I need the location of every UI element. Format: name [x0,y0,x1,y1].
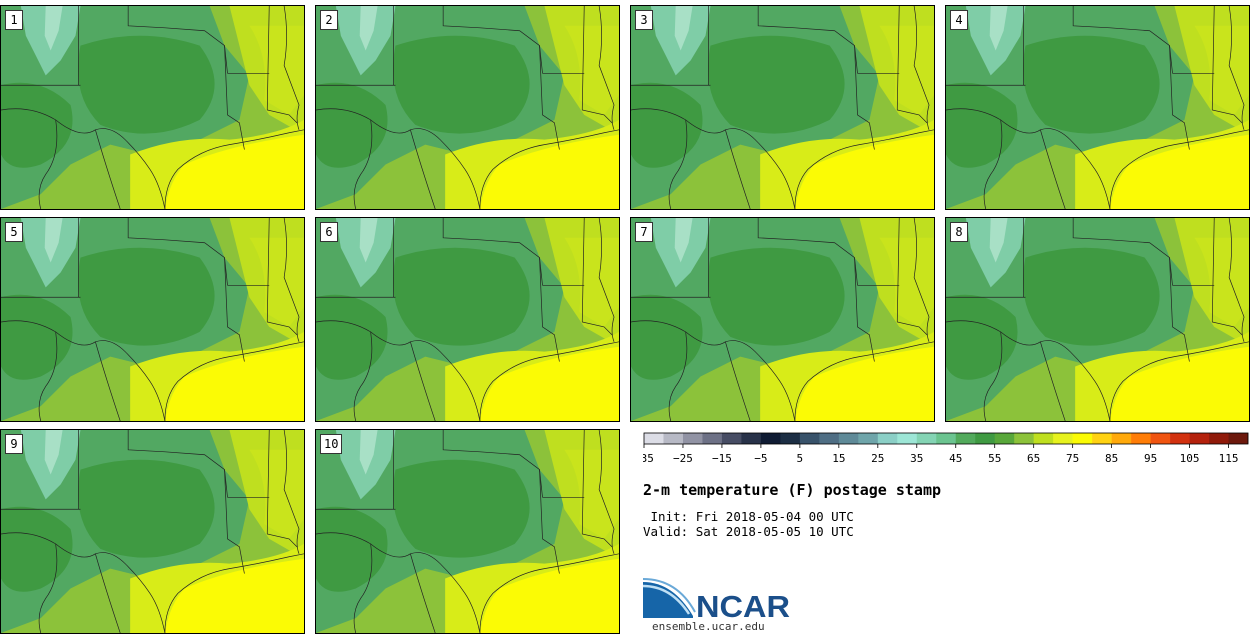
valid-line: Valid: Sat 2018-05-05 10 UTC [643,524,854,539]
valid-value: Sat 2018-05-05 10 UTC [695,524,854,539]
ncar-logo[interactable]: NCAR [643,578,793,628]
colorbar-bin [1170,433,1190,444]
colorbar-bin [936,433,957,444]
colorbar-tick-label: 55 [988,452,1001,465]
temperature-map [316,430,619,633]
logo-text: NCAR [696,589,790,624]
member-label: 5 [5,222,23,242]
temperature-map [631,218,934,421]
colorbar-bin [975,433,996,444]
member-label: 9 [5,434,23,454]
colorbar-bin [1072,433,1093,444]
member-label: 4 [950,10,968,30]
logo-url[interactable]: ensemble.ucar.edu [652,620,765,633]
temperature-map [1,218,304,421]
colorbar-tick-label: 45 [949,452,962,465]
colorbar-bin [702,433,723,444]
colorbar-bin [1092,433,1112,444]
logo-swoosh-icon [643,582,693,618]
member-label: 3 [635,10,653,30]
member-label: 2 [320,10,338,30]
map-stamp-7[interactable]: 7 [630,217,935,422]
map-stamp-5[interactable]: 5 [0,217,305,422]
colorbar-bin [1228,433,1249,444]
colorbar-tick-label: −35 [643,452,654,465]
map-stamp-10[interactable]: 10 [315,429,620,634]
colorbar-bin [644,433,664,444]
temperature-map [946,6,1249,209]
colorbar-tick-label: 35 [910,452,923,465]
colorbar-bin [838,433,859,444]
colorbar-bin [1111,433,1132,444]
colorbar-bin [780,433,801,444]
colorbar-tick-label: 105 [1180,452,1200,465]
colorbar-bin [721,433,742,444]
colorbar-bin [1053,433,1073,444]
colorbar-bin [1209,433,1229,444]
colorbar-bin [682,433,703,444]
temperature-map [1,6,304,209]
map-stamp-9[interactable]: 9 [0,429,305,634]
colorbar-tick-label: 115 [1219,452,1239,465]
colorbar-bin [1014,433,1034,444]
colorbar-border [643,432,1249,445]
figure-title: 2-m temperature (F) postage stamp [643,481,942,499]
map-stamp-4[interactable]: 4 [945,5,1250,210]
colorbar-bin [760,433,781,444]
colorbar-bin [741,433,762,444]
colorbar-bin [1033,433,1054,444]
temperature-map [316,218,619,421]
colorbar-bin [1150,433,1171,444]
init-label: Init: [650,509,689,524]
temperature-map [946,218,1249,421]
map-stamp-3[interactable]: 3 [630,5,935,210]
map-stamp-2[interactable]: 2 [315,5,620,210]
member-label: 10 [320,434,343,454]
colorbar-tick-label: −5 [754,452,767,465]
colorbar-tick-label: 85 [1105,452,1118,465]
colorbar-bin [916,433,937,444]
colorbar-bin [994,433,1015,444]
temperature-map [316,6,619,209]
temperature-map [631,6,934,209]
colorbar-bin [858,433,879,444]
colorbar-bin [1189,433,1210,444]
map-stamp-8[interactable]: 8 [945,217,1250,422]
colorbar-tick-label: 95 [1144,452,1157,465]
colorbar-tick-label: 65 [1027,452,1040,465]
colorbar-tick-label: 5 [797,452,804,465]
colorbar-bin [877,433,898,444]
colorbar-bin [1131,433,1151,444]
member-label: 7 [635,222,653,242]
colorbar-bin [897,433,918,444]
colorbar-tick-label: −15 [712,452,732,465]
member-label: 1 [5,10,23,30]
colorbar-tick-label: 15 [832,452,845,465]
colorbar: −35 −25 −15 −5 5 15 25 35 45 55 65 75 85 95 105 115 [643,432,1249,465]
colorbar-tick-label: 75 [1066,452,1079,465]
temperature-map [1,430,304,633]
valid-label: Valid: [643,524,689,539]
map-stamp-1[interactable]: 1 [0,5,305,210]
init-value: Fri 2018-05-04 00 UTC [695,509,854,524]
colorbar-tick-label: −25 [673,452,693,465]
colorbar-bin [955,433,976,444]
colorbar-bin [663,433,684,444]
colorbar-bin [799,433,820,444]
colorbar-tick-label: 25 [871,452,884,465]
member-label: 6 [320,222,338,242]
colorbar-bin [819,433,840,444]
map-stamp-6[interactable]: 6 [315,217,620,422]
member-label: 8 [950,222,968,242]
init-line: Init: Fri 2018-05-04 00 UTC [643,509,854,524]
